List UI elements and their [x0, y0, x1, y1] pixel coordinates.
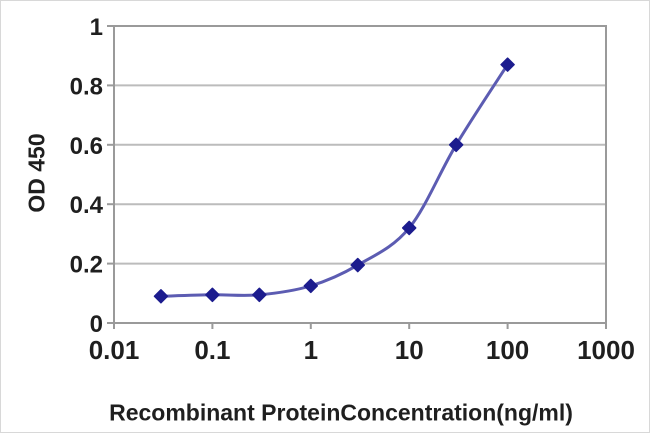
y-tick-label: 0.2	[70, 252, 103, 279]
x-axis-title: Recombinant ProteinConcentration(ng/ml)	[109, 399, 573, 426]
y-tick-label: 1	[90, 14, 103, 41]
data-point-marker	[205, 287, 220, 303]
series-line	[159, 63, 510, 298]
y-tick-label: 0.4	[70, 192, 104, 219]
data-point-marker	[500, 57, 515, 72]
y-axis-title: OD 450	[23, 133, 50, 213]
data-point-marker	[252, 287, 267, 303]
data-point-marker	[401, 220, 417, 236]
data-point-marker	[448, 137, 464, 153]
x-tick-label: 0.1	[194, 335, 230, 365]
y-tick-label: 0.6	[70, 133, 103, 160]
data-point-marker	[303, 278, 319, 294]
x-tick-label: 1000	[577, 335, 635, 365]
x-tick-label: 10	[395, 335, 424, 365]
y-tick-label: 0	[90, 311, 103, 338]
plot-border	[113, 25, 607, 324]
x-tick-label: 100	[486, 335, 529, 365]
data-point-marker	[153, 289, 169, 304]
data-point-marker	[350, 257, 365, 273]
x-tick-label: 1	[304, 335, 318, 365]
y-tick-label: 0.8	[70, 73, 103, 100]
x-tick-label: 0.01	[89, 335, 140, 365]
